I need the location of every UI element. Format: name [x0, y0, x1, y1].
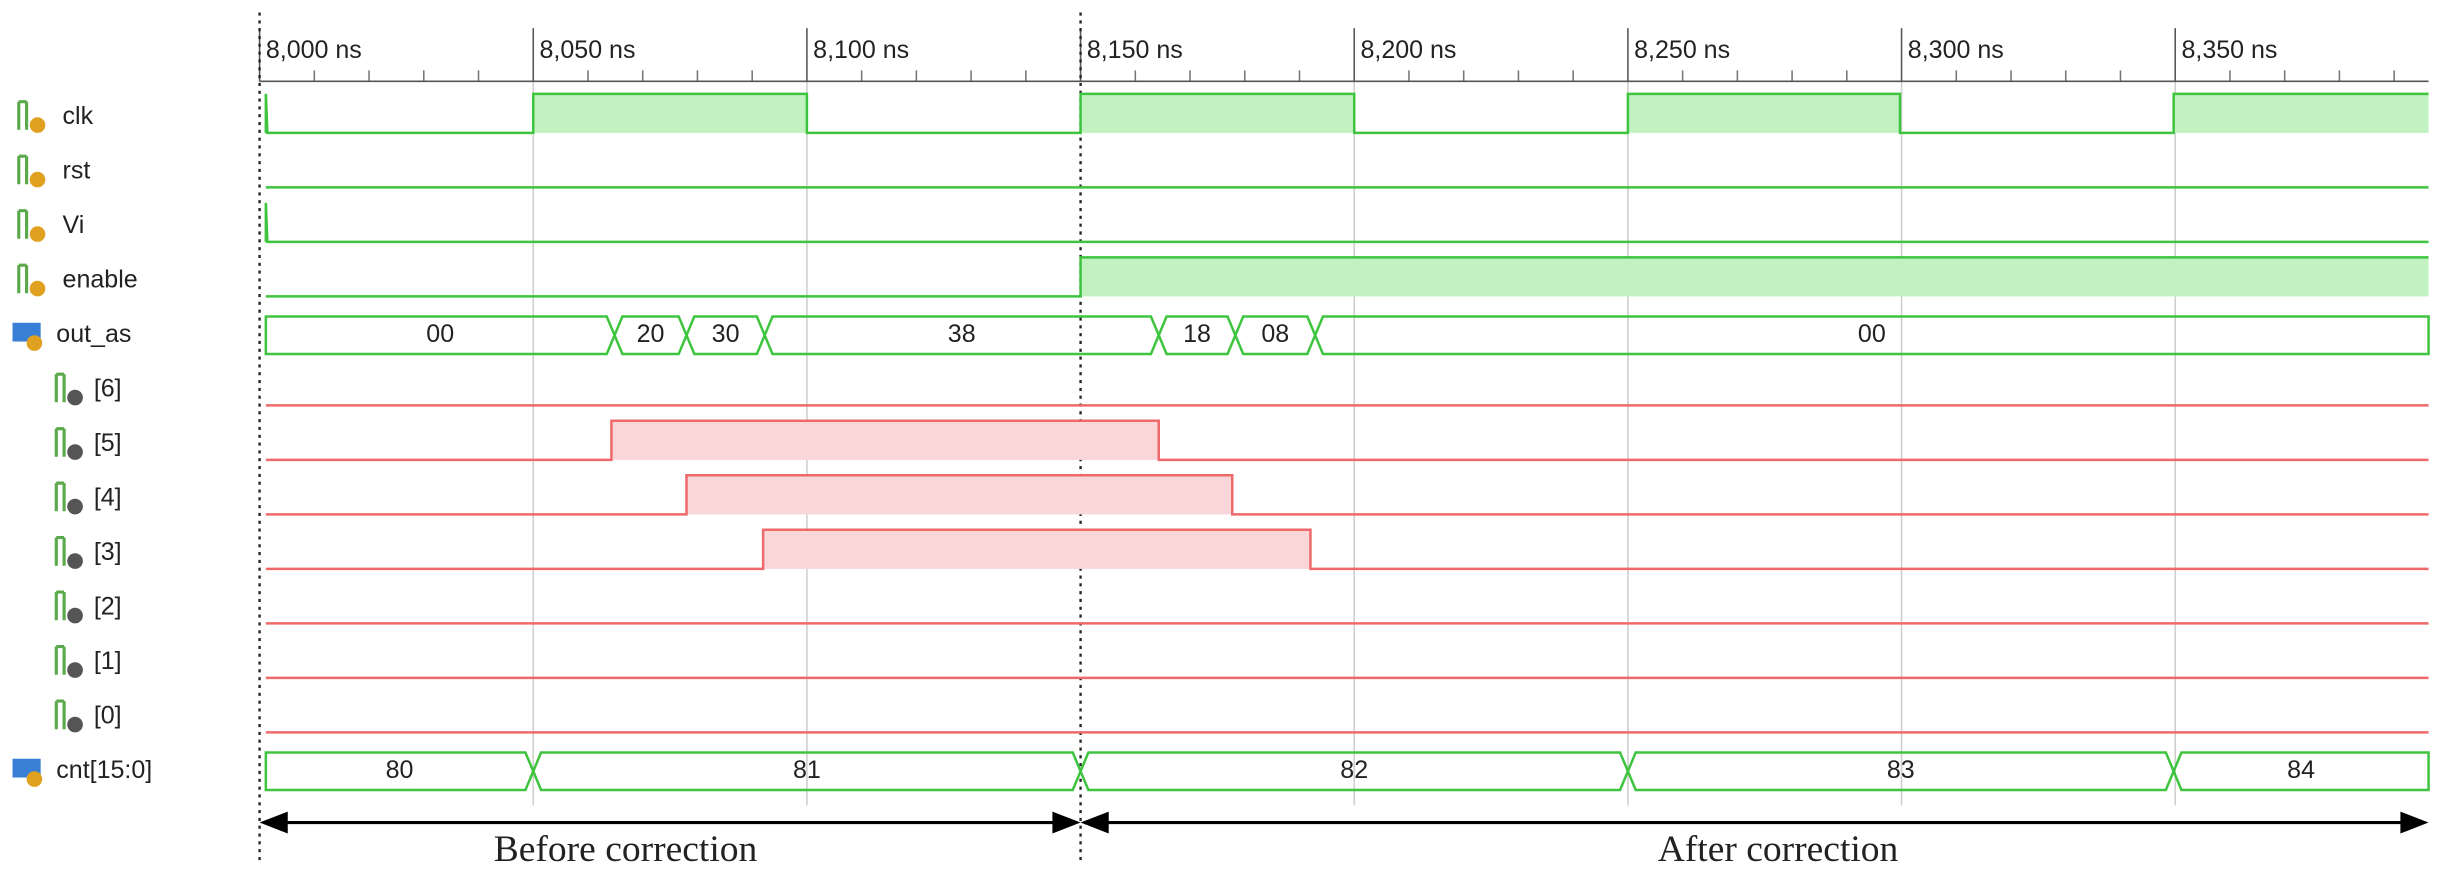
- high-fill: [533, 93, 807, 133]
- icon-badge: [67, 662, 83, 678]
- bit-wave: [265, 528, 2429, 571]
- high-fill: [2173, 93, 2429, 133]
- bus-value: 18: [1183, 320, 1211, 348]
- bit-wave: [265, 474, 2429, 516]
- signal-icon: [17, 263, 46, 297]
- bus-value: 84: [2287, 756, 2315, 784]
- signal-name: [5]: [94, 429, 122, 457]
- signal-icon: [54, 481, 83, 515]
- tick-label: 8,250 ns: [1634, 36, 1730, 64]
- tick-label: 8,050 ns: [540, 36, 636, 64]
- signal-name: [1]: [94, 647, 122, 675]
- icon-badge: [29, 280, 46, 297]
- signal-name: clk: [63, 102, 94, 130]
- icon-badge: [67, 389, 83, 406]
- high-fill: [763, 529, 1311, 569]
- arrowhead: [1052, 811, 1081, 834]
- icon-badge: [29, 171, 46, 188]
- clk-wave: [265, 92, 2429, 135]
- high-fill: [1080, 257, 2429, 297]
- signal-icon: [54, 590, 83, 624]
- signal-name: [3]: [94, 538, 122, 566]
- icon-badge: [67, 498, 83, 515]
- icon-badge: [67, 607, 83, 624]
- icon-wire: [54, 699, 66, 730]
- icon-wire: [54, 536, 66, 566]
- signal-name: out_as: [56, 320, 131, 348]
- tick-label: 8,200 ns: [1360, 36, 1456, 64]
- icon-badge: [67, 553, 83, 569]
- icon-wire: [54, 645, 66, 675]
- high-fill: [611, 420, 1159, 460]
- tick-label: 8,000 ns: [266, 36, 362, 64]
- signal-name: [0]: [94, 701, 122, 729]
- arrowhead: [2400, 811, 2429, 834]
- bus-value: 81: [793, 756, 821, 784]
- arrowhead: [1080, 811, 1109, 834]
- glitch: [264, 93, 269, 133]
- bit-wave: [265, 419, 2429, 462]
- signal-icon: [54, 372, 83, 406]
- bus-value: 38: [948, 320, 976, 348]
- icon-badge: [26, 335, 43, 351]
- signal-name: cnt[15:0]: [56, 756, 152, 784]
- tick-label: 8,350 ns: [2181, 36, 2277, 64]
- bus-value: 20: [637, 320, 665, 348]
- bus-value: 82: [1340, 756, 1368, 784]
- tick-label: 8,300 ns: [1908, 36, 2004, 64]
- signal-name: rst: [63, 156, 91, 184]
- icon-badge: [26, 771, 43, 787]
- annotation: After correction: [1658, 829, 1899, 870]
- icon-badge: [67, 716, 83, 733]
- icon-wire: [17, 100, 29, 130]
- tick-label: 8,100 ns: [813, 36, 909, 64]
- signal-name: Vi: [63, 211, 85, 239]
- bus-value: 00: [426, 320, 454, 348]
- signal-icon: [54, 699, 83, 733]
- bus-value: 30: [712, 320, 740, 348]
- signal-icon: [12, 758, 43, 787]
- glitch: [264, 202, 269, 242]
- signal-icon: [54, 645, 83, 678]
- icon-badge: [29, 226, 46, 242]
- signal-name: [4]: [94, 483, 122, 511]
- high-fill: [1627, 93, 1900, 133]
- signal-icon: [54, 427, 83, 460]
- bus-value: 83: [1887, 756, 1915, 784]
- icon-wire: [54, 427, 66, 457]
- bus-segment: [1313, 315, 2430, 356]
- bus-value: 80: [386, 756, 414, 784]
- arrowhead: [259, 811, 288, 834]
- icon-wire: [17, 154, 29, 185]
- icon-badge: [67, 444, 83, 460]
- high-fill: [1080, 93, 1355, 133]
- bus-value: 08: [1261, 320, 1289, 348]
- signal-icon: [17, 154, 46, 188]
- icon-wire: [54, 372, 66, 403]
- annotation: Before correction: [494, 829, 758, 870]
- icon-badge: [29, 117, 46, 133]
- bus-segment: [2172, 751, 2430, 792]
- signal-icon: [17, 100, 46, 133]
- icon-wire: [17, 209, 29, 239]
- signal-name: [2]: [94, 592, 122, 620]
- icon-wire: [17, 263, 29, 294]
- signal-icon: [54, 536, 83, 569]
- signal-icon: [12, 322, 43, 351]
- enable-wave: [265, 256, 2429, 298]
- signal-icon: [17, 209, 46, 242]
- tick-label: 8,150 ns: [1087, 36, 1183, 64]
- signal-name: [6]: [94, 374, 122, 402]
- icon-wire: [54, 481, 66, 512]
- signal-name: enable: [63, 265, 138, 293]
- bus-value: 00: [1858, 320, 1886, 348]
- icon-wire: [54, 590, 66, 621]
- high-fill: [686, 475, 1233, 515]
